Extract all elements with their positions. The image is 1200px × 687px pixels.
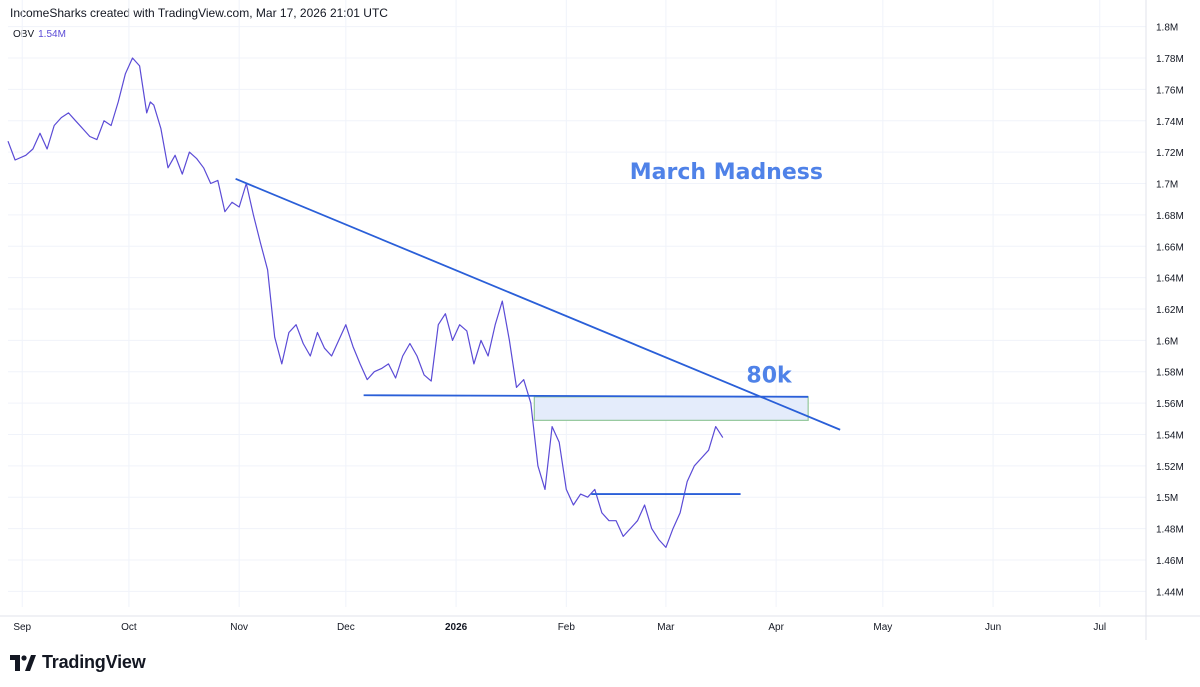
y-tick-label: 1.44M: [1156, 587, 1184, 598]
x-tick-label: 2026: [445, 622, 468, 633]
y-tick-label: 1.46M: [1156, 556, 1184, 567]
y-tick-label: 1.58M: [1156, 368, 1184, 379]
axis-frame: [0, 0, 1200, 640]
x-tick-label: Dec: [337, 622, 355, 633]
y-axis: 1.44M 1.46M 1.48M 1.5M 1.52M 1.54M 1.56M 1.58M 1…: [1156, 23, 1184, 599]
y-tick-label: 1.68M: [1156, 211, 1184, 222]
y-tick-label: 1.66M: [1156, 242, 1184, 253]
x-tick-label: Jul: [1093, 622, 1106, 633]
x-tick-label: Apr: [768, 622, 784, 633]
annotation-layer: March Madness 80k: [630, 160, 823, 389]
tradingview-logo-icon: [10, 654, 36, 671]
y-tick-label: 1.76M: [1156, 85, 1184, 96]
x-tick-label: May: [873, 622, 892, 633]
y-tick-label: 1.5M: [1156, 493, 1178, 504]
y-tick-label: 1.52M: [1156, 462, 1184, 473]
y-tick-label: 1.62M: [1156, 305, 1184, 316]
y-tick-label: 1.54M: [1156, 430, 1184, 441]
x-tick-label: Sep: [13, 622, 31, 633]
x-tick-label: Oct: [121, 622, 137, 633]
y-tick-label: 1.8M: [1156, 23, 1178, 34]
y-tick-label: 1.78M: [1156, 54, 1184, 65]
x-tick-label: Feb: [558, 622, 576, 633]
x-tick-label: Nov: [230, 622, 248, 633]
descending-trendline[interactable]: [235, 177, 841, 431]
y-tick-label: 1.56M: [1156, 399, 1184, 410]
x-tick-label: Jun: [985, 622, 1001, 633]
brand-name: TradingView: [42, 652, 146, 672]
annotation-80k[interactable]: 80k: [746, 364, 793, 389]
indicator-legend[interactable]: OBV 1.54M: [13, 29, 66, 40]
y-tick-label: 1.74M: [1156, 117, 1184, 128]
y-tick-label: 1.7M: [1156, 180, 1178, 191]
indicator-value: 1.54M: [38, 29, 66, 40]
x-axis: Sep Oct Nov Dec 2026 Feb Mar Apr May Jun Jul: [13, 622, 1106, 633]
support-line[interactable]: [363, 394, 809, 398]
indicator-name: OBV: [13, 29, 35, 40]
drawing-layer: [235, 177, 841, 495]
y-tick-label: 1.72M: [1156, 148, 1184, 159]
line-layer: [7, 57, 724, 549]
obv-chart[interactable]: 1.44M 1.46M 1.48M 1.5M 1.52M 1.54M 1.56M 1.58M 1…: [0, 0, 1200, 640]
chart-header: IncomeSharks created with TradingView.co…: [10, 6, 388, 20]
y-tick-label: 1.48M: [1156, 525, 1184, 536]
annotation-march-madness[interactable]: March Madness: [630, 160, 823, 185]
x-tick-label: Mar: [657, 622, 675, 633]
obv-series-line: [7, 57, 724, 549]
brand-footer[interactable]: TradingView: [10, 652, 146, 673]
grid: [8, 0, 1146, 607]
y-tick-label: 1.6M: [1156, 336, 1178, 347]
y-tick-label: 1.64M: [1156, 274, 1184, 285]
